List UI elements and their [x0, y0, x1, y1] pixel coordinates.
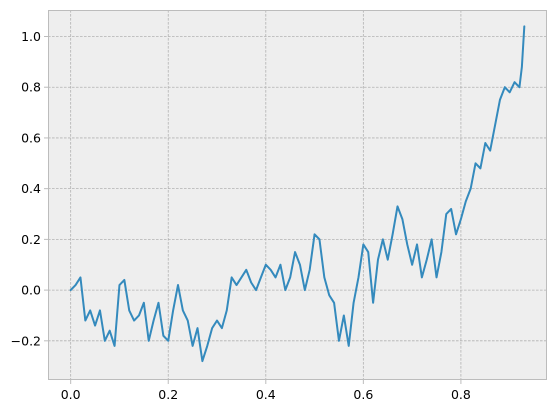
x-tick-label: 0.2: [158, 387, 178, 402]
series-layer: [69, 25, 526, 363]
y-tick-label: 0.8: [21, 80, 41, 95]
y-tick-label: 0.2: [21, 232, 41, 247]
y-tick-label: 0.4: [21, 181, 41, 196]
x-tick-label: 0.0: [61, 387, 81, 402]
tick-labels: 0.0 0.2 0.4 0.6 0.8 −0.2 0.0 0.2 0.4 0.6 0.8 1.0: [11, 29, 471, 402]
x-tick-label: 0.8: [451, 387, 471, 402]
y-tick-label: 1.0: [21, 29, 41, 44]
x-tick-label: 0.4: [256, 387, 276, 402]
plot-area: [48, 10, 547, 380]
series-line: [69, 25, 526, 363]
x-tick-label: 0.6: [353, 387, 373, 402]
y-tick-label: −0.2: [11, 333, 41, 348]
y-tick-label: 0.0: [21, 283, 41, 298]
gridlines: [48, 10, 547, 380]
axes-frame: [48, 10, 547, 380]
y-tick-label: 0.6: [21, 130, 41, 145]
axis-ticks: [44, 36, 462, 384]
